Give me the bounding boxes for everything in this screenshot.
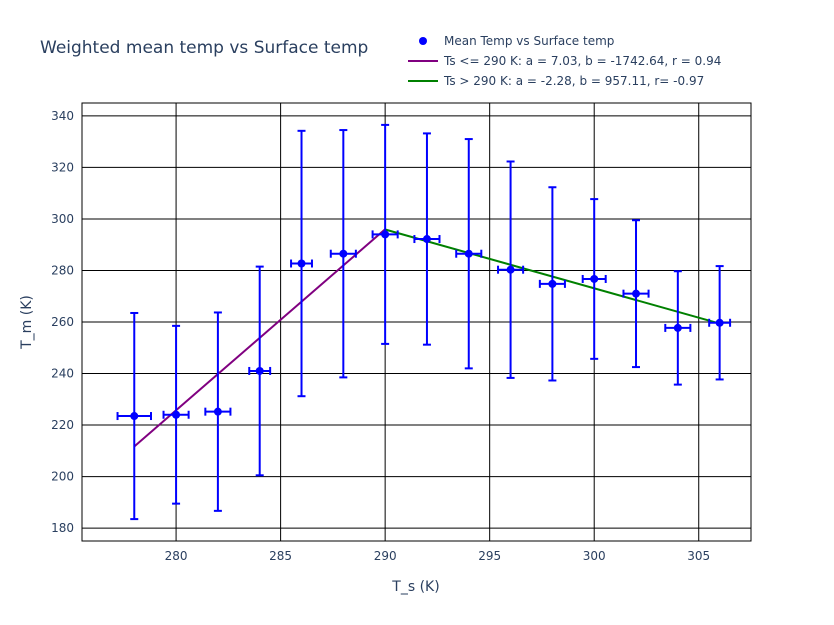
data-point-group bbox=[329, 129, 357, 379]
data-point-group bbox=[708, 265, 732, 381]
y-tick-label: 240 bbox=[51, 367, 74, 381]
x-tick-label: 285 bbox=[269, 549, 292, 563]
x-tick-label: 280 bbox=[165, 549, 188, 563]
x-tick-label: 295 bbox=[478, 549, 501, 563]
data-point-group bbox=[455, 138, 483, 370]
data-point bbox=[590, 274, 599, 283]
data-point-group bbox=[538, 186, 566, 382]
data-point bbox=[506, 265, 515, 274]
y-tick-label: 280 bbox=[51, 263, 74, 277]
data-point-group bbox=[664, 270, 692, 386]
legend-label-means: Mean Temp vs Surface temp bbox=[444, 34, 614, 48]
data-point-group bbox=[248, 265, 272, 477]
data-point bbox=[673, 323, 682, 332]
legend-marker-means bbox=[419, 37, 427, 45]
data-point-group bbox=[413, 132, 441, 346]
data-point-group bbox=[371, 123, 399, 345]
legend-label-high: Ts > 290 K: a = -2.28, b = 957.11, r= -0… bbox=[443, 74, 704, 88]
data-point bbox=[422, 235, 431, 244]
chart-title: Weighted mean temp vs Surface temp bbox=[40, 38, 368, 58]
data-point-group bbox=[497, 160, 525, 379]
data-point-group bbox=[116, 311, 152, 521]
data-point-group bbox=[204, 311, 232, 512]
y-tick-label: 180 bbox=[51, 521, 74, 535]
data-point bbox=[715, 318, 724, 327]
x-tick-label: 290 bbox=[374, 549, 397, 563]
y-axis-title: T_m (K) bbox=[19, 295, 35, 350]
data-point-group bbox=[581, 198, 607, 360]
data-point bbox=[255, 366, 264, 375]
data-point-group bbox=[162, 324, 190, 505]
plot-frame bbox=[81, 102, 752, 542]
data-point-group bbox=[290, 129, 313, 398]
y-tick-label: 220 bbox=[51, 418, 74, 432]
legend-label-low: Ts <= 290 K: a = 7.03, b = -1742.64, r =… bbox=[443, 54, 721, 68]
y-tick-label: 340 bbox=[51, 109, 74, 123]
x-tick-label: 305 bbox=[687, 549, 710, 563]
y-tick-label: 200 bbox=[51, 470, 74, 484]
data-point bbox=[464, 249, 473, 258]
data-point-group bbox=[622, 219, 650, 369]
y-tick-label: 320 bbox=[51, 160, 74, 174]
data-point bbox=[172, 410, 181, 419]
x-axis-title: T_s (K) bbox=[391, 579, 439, 595]
y-tick-label: 300 bbox=[51, 212, 74, 226]
data-point bbox=[130, 412, 139, 421]
data-point bbox=[297, 259, 306, 268]
x-tick-label: 300 bbox=[583, 549, 606, 563]
data-point bbox=[632, 289, 641, 298]
data-point bbox=[213, 407, 222, 416]
data-point bbox=[339, 249, 348, 258]
data-point bbox=[381, 230, 390, 239]
data-point bbox=[548, 279, 557, 288]
y-tick-label: 260 bbox=[51, 315, 74, 329]
plot-area: 280 285 290 295 300 305 180 200 220 240 260 280 300 3… bbox=[51, 102, 752, 563]
legend: Mean Temp vs Surface temp Ts <= 290 K: a… bbox=[408, 34, 721, 88]
